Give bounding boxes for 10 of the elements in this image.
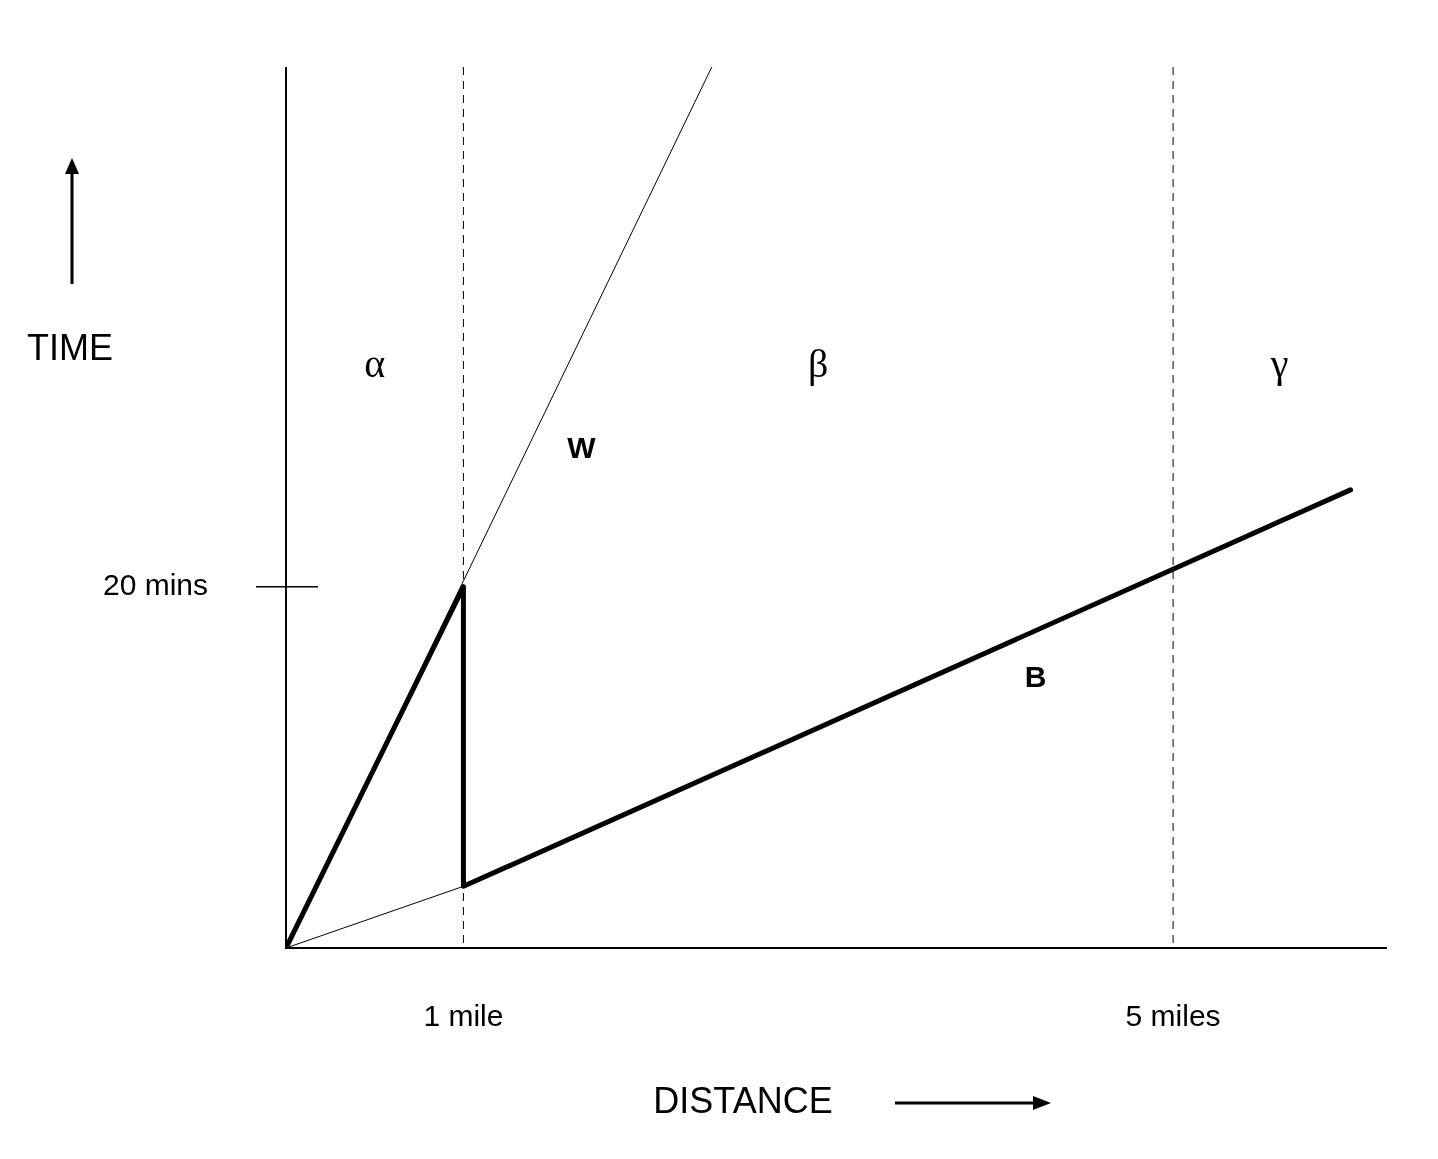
- text: 20 mins: [102, 568, 208, 602]
- y-axis-title: TIME: [27, 326, 113, 368]
- annotation: α: [364, 341, 386, 387]
- annotation: γ: [1269, 341, 1289, 387]
- x-tick-label: 5 miles: [1125, 999, 1221, 1033]
- series-label: B: [1024, 659, 1047, 693]
- x-axis-title: DISTANCE: [653, 1079, 833, 1121]
- series-label: W: [567, 430, 597, 464]
- annotation: β: [808, 341, 829, 387]
- x-tick-label: 1 mile: [423, 999, 504, 1033]
